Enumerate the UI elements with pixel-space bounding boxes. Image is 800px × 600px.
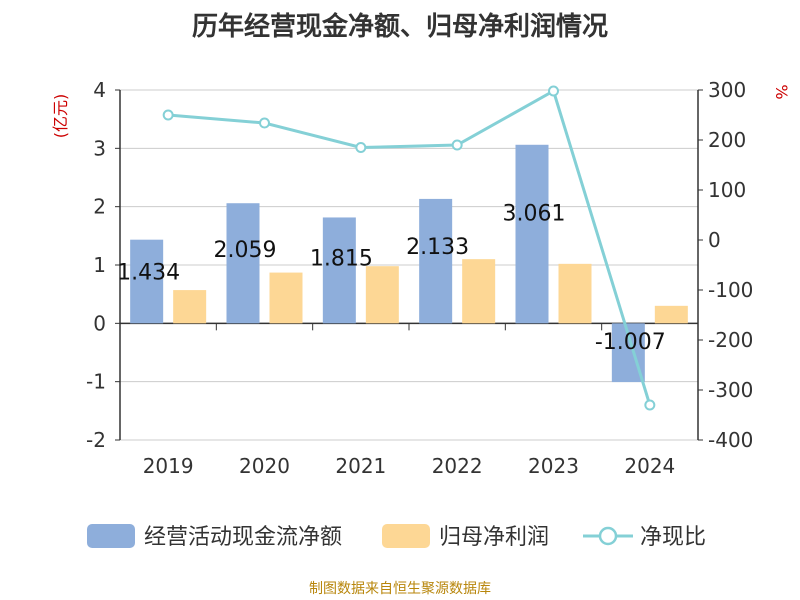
category-label: 2019 — [143, 454, 194, 478]
point-cash-ratio — [548, 85, 559, 97]
category-label: 2021 — [335, 454, 386, 478]
bar-operating-cash-flow — [322, 217, 356, 324]
point-cash-ratio — [644, 399, 656, 411]
right-tick-label: 0 — [708, 228, 721, 252]
right-tick-label: 100 — [708, 178, 746, 202]
legend-label-net-profit: 归母净利润 — [439, 525, 549, 550]
chart-title: 历年经营现金净额、归母净利润情况 — [191, 12, 608, 42]
bar-operating-cash-flow — [515, 144, 549, 324]
right-axis-unit-label: % — [772, 84, 791, 99]
right-tick-label: -400 — [708, 428, 753, 452]
bar-net-profit — [269, 272, 303, 324]
legend-swatch-operating-cash-flow — [87, 524, 135, 548]
bar-operating-cash-flow — [130, 239, 164, 324]
source-note: 制图数据来自恒生聚源数据库 — [309, 581, 491, 597]
data-label-operating-cash-flow: 2.059 — [214, 238, 277, 263]
bar-net-profit — [462, 259, 496, 324]
point-cash-ratio — [162, 109, 174, 121]
right-tick-label: -100 — [708, 278, 753, 302]
bar-net-profit — [558, 263, 592, 324]
bar-net-profit — [654, 305, 688, 324]
left-tick-label: 0 — [93, 311, 106, 335]
left-axis-unit-label: (亿元) — [51, 94, 70, 139]
left-tick-label: 2 — [93, 195, 106, 219]
point-cash-ratio — [355, 142, 367, 153]
legend-marker-cash-ratio — [598, 526, 618, 546]
right-tick-label: -200 — [708, 328, 753, 352]
legend-swatch-net-profit — [382, 524, 430, 548]
right-tick-label: 200 — [708, 128, 746, 152]
category-label: 2024 — [624, 454, 675, 478]
right-tick-label: 300 — [708, 78, 746, 102]
left-tick-label: 1 — [93, 253, 106, 277]
bar-net-profit — [365, 266, 399, 324]
bar-operating-cash-flow — [419, 198, 453, 324]
data-label-operating-cash-flow: -1.007 — [595, 330, 666, 355]
category-label: 2020 — [239, 454, 290, 478]
point-cash-ratio — [259, 117, 270, 129]
category-label: 2023 — [528, 454, 579, 478]
left-tick-label: 4 — [93, 78, 106, 102]
right-tick-label: -300 — [708, 378, 753, 402]
left-tick-label: 3 — [93, 136, 106, 160]
legend-label-cash-ratio: 净现比 — [640, 525, 706, 550]
point-cash-ratio — [451, 139, 463, 151]
line-cash-ratio — [168, 88, 652, 406]
left-tick-label: -1 — [86, 370, 106, 394]
legend-label-operating-cash-flow: 经营活动现金流净额 — [144, 525, 342, 550]
data-label-operating-cash-flow: 1.815 — [310, 247, 373, 272]
data-label-operating-cash-flow: 1.434 — [117, 260, 180, 285]
bar-net-profit — [173, 290, 207, 324]
bar-operating-cash-flow — [226, 203, 260, 324]
left-tick-label: -2 — [86, 428, 106, 452]
category-label: 2022 — [432, 454, 483, 478]
data-label-operating-cash-flow: 3.061 — [503, 202, 566, 227]
data-label-operating-cash-flow: 2.133 — [406, 235, 469, 260]
